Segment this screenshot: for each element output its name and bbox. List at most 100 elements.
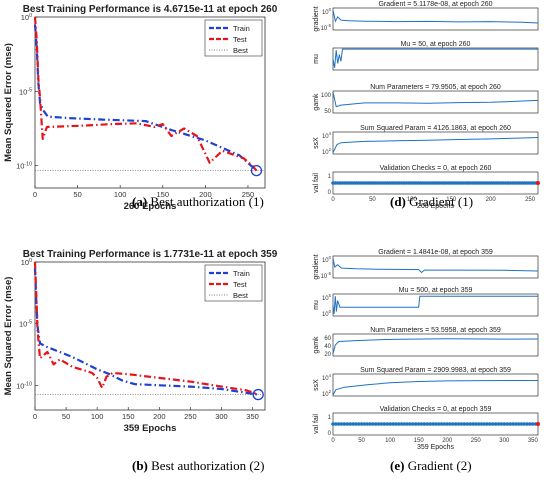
x-tick-label: 100 bbox=[385, 438, 396, 444]
subplot-y-tick-label: 100 bbox=[321, 93, 332, 99]
subplot-y-tick-label: 104 bbox=[322, 373, 332, 382]
subplot-ylabel: gamk bbox=[313, 336, 320, 354]
x-tick-label: 350 bbox=[528, 438, 539, 444]
val-fail-marker bbox=[348, 422, 352, 426]
val-fail-marker bbox=[453, 422, 458, 426]
val-fail-marker bbox=[419, 422, 424, 426]
subplot-gamk: Num Parameters = 53.5958, at epoch 359 ga… bbox=[313, 327, 539, 358]
val-fail-marker bbox=[479, 422, 484, 426]
val-fail-marker bbox=[491, 422, 495, 426]
val-fail-marker bbox=[379, 422, 384, 426]
subplot-ylabel: val fail bbox=[313, 173, 320, 193]
val-fail-marker bbox=[356, 422, 361, 426]
subplot-gradient: Gradient = 5.1178e-08, at epoch 260 gradi… bbox=[313, 1, 539, 32]
subplot-series-line bbox=[332, 91, 539, 108]
x-tick-label: 200 bbox=[486, 197, 497, 203]
legend-label: Test bbox=[233, 35, 248, 44]
x-tick-label: 200 bbox=[442, 438, 453, 444]
val-fail-marker bbox=[525, 422, 529, 426]
val-fail-marker bbox=[508, 422, 512, 426]
y-axis-label: Mean Squared Error (mse) bbox=[3, 43, 14, 162]
subplot-box bbox=[332, 131, 539, 155]
training-state-plot-grad2: Gradient = 1.4841e-08, at epoch 359 gradi… bbox=[313, 249, 540, 451]
val-fail-marker bbox=[396, 422, 401, 426]
val-fail-marker bbox=[345, 422, 350, 426]
val-fail-marker bbox=[365, 422, 370, 426]
y-tick-label: 10-5 bbox=[19, 320, 32, 329]
val-fail-marker bbox=[399, 422, 404, 426]
val-fail-marker bbox=[476, 422, 481, 426]
val-fail-marker bbox=[436, 422, 441, 426]
val-fail-marker bbox=[359, 422, 364, 426]
val-fail-marker bbox=[442, 422, 447, 426]
subplot-box bbox=[332, 293, 539, 317]
val-fail-marker bbox=[394, 422, 398, 426]
caption-b-letter: (b) bbox=[132, 458, 148, 473]
val-fail-marker bbox=[368, 422, 372, 426]
x-tick-label: 0 bbox=[331, 197, 335, 203]
subplot-box bbox=[332, 47, 539, 71]
subplot-gamk: Num Parameters = 79.9505, at epoch 260 ga… bbox=[313, 84, 539, 115]
x-tick-label: 0 bbox=[33, 412, 37, 421]
val-fail-marker bbox=[422, 422, 427, 426]
val-fail-marker bbox=[413, 422, 418, 426]
y-tick-label: 10-10 bbox=[16, 162, 32, 171]
subplot-ylabel: ssX bbox=[313, 137, 320, 149]
caption-e: (e) Gradient (2) bbox=[390, 458, 472, 473]
y-tick-label: 10-10 bbox=[16, 381, 32, 390]
subplot-y-tick-label: 10-5 bbox=[321, 271, 332, 280]
caption-d-letter: (d) bbox=[390, 194, 406, 209]
caption-d-text: Gradient (1) bbox=[406, 194, 473, 209]
val-fail-marker bbox=[485, 422, 489, 426]
val-fail-marker bbox=[374, 422, 378, 426]
x-tick-label: 250 bbox=[525, 197, 536, 203]
series-line-test bbox=[33, 261, 259, 396]
subplot-y-tick-label: 1 bbox=[328, 174, 332, 180]
val-fail-marker bbox=[339, 422, 344, 426]
val-fail-marker bbox=[459, 422, 464, 426]
val-fail-marker bbox=[391, 422, 395, 426]
x-tick-label: 100 bbox=[114, 190, 127, 199]
subplot-series-line bbox=[332, 295, 538, 314]
x-tick-label: 300 bbox=[499, 438, 510, 444]
subplot-y-tick-label: 100 bbox=[322, 7, 332, 16]
val-fail-marker bbox=[362, 422, 367, 426]
subplot-y-tick-label: 102 bbox=[322, 147, 332, 156]
x-tick-label: 100 bbox=[407, 197, 418, 203]
val-fail-marker bbox=[416, 422, 421, 426]
val-fail-marker bbox=[448, 422, 452, 426]
subplot-y-tick-label: 20 bbox=[324, 352, 331, 358]
val-fail-marker bbox=[351, 422, 355, 426]
val-fail-marker bbox=[408, 422, 412, 426]
x-tick-label: 250 bbox=[242, 190, 255, 199]
subplot-y-tick-label: 60 bbox=[324, 336, 331, 342]
val-fail-marker bbox=[402, 422, 407, 426]
subplot-y-tick-label: 10-5 bbox=[321, 23, 332, 32]
val-fail-end-marker bbox=[536, 181, 540, 185]
val-fail-marker bbox=[531, 422, 535, 426]
caption-a: (a) Best authorization (1) bbox=[132, 194, 264, 209]
val-fail-marker bbox=[342, 422, 347, 426]
subplot-box bbox=[332, 255, 539, 279]
val-fail-marker bbox=[502, 422, 507, 426]
subplot-ylabel: gradient bbox=[313, 6, 320, 31]
subplot-series-line bbox=[332, 137, 539, 153]
val-fail-marker bbox=[433, 422, 438, 426]
best-point-marker bbox=[252, 388, 264, 401]
val-fail-marker bbox=[431, 422, 435, 426]
performance-plot-perf1: Best Training Performance is 4.6715e-11 … bbox=[3, 4, 278, 212]
legend-label: Best bbox=[233, 291, 249, 300]
legend-label: Train bbox=[233, 24, 250, 33]
caption-d: (d) Gradient (1) bbox=[390, 194, 473, 209]
subplot-ylabel: mu bbox=[313, 54, 320, 64]
subplot-title: Num Parameters = 79.9505, at epoch 260 bbox=[370, 84, 501, 91]
subplot-y-tick-label: 102 bbox=[322, 389, 332, 398]
val-fail-marker bbox=[505, 422, 509, 426]
x-tick-label: 250 bbox=[471, 438, 482, 444]
val-fail-marker bbox=[528, 422, 532, 426]
val-fail-marker bbox=[451, 422, 455, 426]
subplot-ssX: Sum Squared Param = 2909.9983, at epoch … bbox=[313, 367, 539, 398]
x-tick-label: 150 bbox=[122, 412, 135, 421]
subplot-y-tick-label: 1 bbox=[328, 415, 332, 421]
